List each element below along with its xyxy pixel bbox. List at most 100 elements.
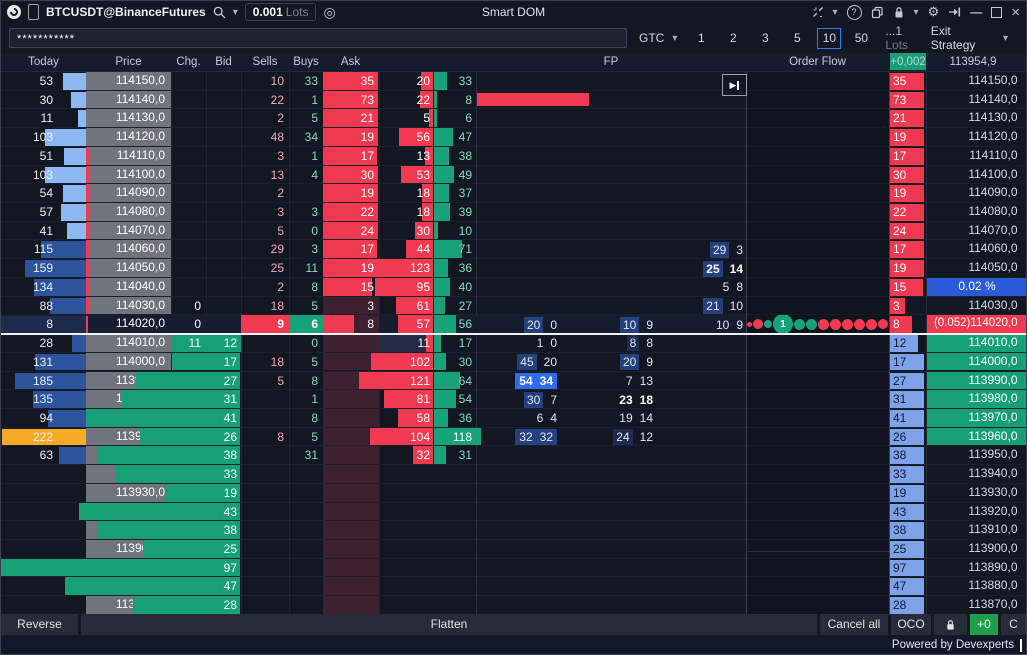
ask-bar[interactable]: [323, 128, 378, 146]
bid-bar[interactable]: [139, 427, 240, 446]
bid-bar[interactable]: [143, 540, 240, 558]
price-cell[interactable]: 114020,0: [115, 316, 165, 331]
ladder-size[interactable]: 43: [890, 503, 924, 521]
ladder-size[interactable]: 17: [890, 147, 924, 165]
price-cell[interactable]: 114010,0: [86, 334, 171, 352]
flatten-button[interactable]: Flatten: [81, 614, 817, 635]
dom-row[interactable]: 115 114060,0 29 3 17 44 71 29 3 17 114060,0: [1, 240, 1026, 259]
ask-cell[interactable]: [323, 540, 379, 558]
dom-row[interactable]: 159 114050,0 25 11 19 123 36 25 14 19 114050,0: [1, 259, 1026, 278]
bid-bar[interactable]: [79, 502, 240, 521]
price-cell[interactable]: 114150,0: [86, 72, 171, 90]
bid-bar[interactable]: [114, 465, 240, 483]
ladder-size[interactable]: 19: [890, 185, 924, 202]
ladder-size[interactable]: 47: [890, 578, 924, 596]
bid-bar[interactable]: [121, 390, 240, 408]
ladder-size[interactable]: 30: [890, 166, 924, 184]
qty-preset-1[interactable]: 1: [698, 30, 705, 45]
ask-cell[interactable]: [323, 577, 379, 596]
price-cell[interactable]: 114090,0: [86, 184, 171, 202]
dom-row[interactable]: 135113980,03118154307231831113980,0: [1, 390, 1026, 409]
bid-bar[interactable]: [65, 577, 240, 596]
ask-bar[interactable]: [323, 165, 378, 184]
order-size-input[interactable]: 0.001 Lots: [244, 3, 317, 21]
bid-bar[interactable]: [132, 596, 240, 614]
price-cell[interactable]: 114030,0: [86, 296, 171, 315]
dom-row[interactable]: 131 114000,0 17 18 5 102 30 45 20 20 9 17 114000,0: [1, 352, 1026, 372]
ladder-price-cell[interactable]: 114100,0: [968, 166, 1018, 181]
ladder-size[interactable]: 26: [890, 428, 924, 446]
ladder-size[interactable]: 38: [890, 522, 924, 539]
ladder-size[interactable]: 97: [890, 559, 924, 577]
dom-row[interactable]: 134 114040,0 2 8 15 95 40 5 8 15 0.02 %: [1, 277, 1026, 297]
price-cell[interactable]: 114040,0: [86, 277, 171, 296]
dom-row[interactable]: 54 114090,0 2 19 18 37 19 114090,0: [1, 184, 1026, 203]
symbol-dropdown-icon[interactable]: ▾: [232, 6, 238, 18]
bid-bar[interactable]: [97, 446, 240, 465]
ladder-price-cell[interactable]: 114090,0: [968, 185, 1018, 200]
ladder-size[interactable]: 73: [890, 91, 924, 109]
minimize-button[interactable]: —: [970, 5, 983, 19]
ladder-price-cell[interactable]: 113930,0: [968, 484, 1018, 499]
ladder-price-cell[interactable]: 113870,0: [968, 597, 1018, 612]
ladder-price-cell[interactable]: 113880,0: [968, 578, 1018, 593]
ask-cell[interactable]: [323, 352, 379, 371]
ask-cell[interactable]: [323, 390, 379, 408]
ladder-price-cell[interactable]: 113960,0: [926, 427, 1026, 446]
ask-cell[interactable]: [323, 558, 379, 577]
price-cell[interactable]: 114110,0: [86, 146, 171, 165]
dom-row[interactable]: 11 114130,0 2 5 21 5 6 21 114130,0: [1, 109, 1026, 128]
pin-icon[interactable]: [948, 6, 961, 18]
bid-bar[interactable]: [136, 371, 240, 390]
ask-cell[interactable]: [323, 521, 379, 539]
instrument-panel-icon[interactable]: [28, 4, 39, 20]
ladder-price-cell[interactable]: 113950,0: [968, 447, 1018, 462]
unlink-dropdown-icon[interactable]: ▾: [832, 6, 838, 18]
ladder-size[interactable]: 17: [890, 241, 924, 259]
c-button[interactable]: C: [1001, 614, 1026, 635]
dom-row[interactable]: 88 114030,0 0 18 5 3 61 27 21 10 3 114030,0: [1, 296, 1026, 316]
ask-cell[interactable]: [323, 446, 379, 465]
dom-row[interactable]: 113900,0 25 25 113900,0: [1, 540, 1026, 559]
ask-bar[interactable]: [323, 184, 378, 202]
ask-cell[interactable]: [323, 427, 379, 446]
ask-cell[interactable]: [323, 334, 379, 352]
ladder-size[interactable]: 22: [890, 204, 924, 221]
play-to-end-icon[interactable]: ▶: [722, 74, 747, 96]
dom-row[interactable]: 185113990,0275812164543471327113990,0: [1, 371, 1026, 391]
dom-row[interactable]: 51 114110,0 3 1 17 13 38 17 114110,0: [1, 146, 1026, 166]
lock-icon[interactable]: [893, 6, 905, 19]
ladder-size[interactable]: 19: [890, 129, 924, 146]
price-cell[interactable]: 114140,0: [86, 90, 171, 109]
dom-row[interactable]: 94113970,0418583664191441113970,0: [1, 408, 1026, 428]
ladder-price-cell[interactable]: 113990,0: [926, 371, 1026, 390]
ladder-size[interactable]: 3: [890, 297, 905, 315]
help-icon[interactable]: ?: [846, 4, 862, 20]
ladder-price-cell[interactable]: 114120,0: [968, 129, 1018, 144]
qty-preset-10[interactable]: 10: [817, 27, 842, 49]
ladder-price-cell[interactable]: 114110,0: [969, 147, 1018, 162]
ladder-price-cell[interactable]: 113890,0: [968, 559, 1018, 574]
ladder-price-cell[interactable]: 114150,0: [968, 73, 1018, 87]
ladder-size[interactable]: 17: [890, 353, 924, 371]
symbol-label[interactable]: BTCUSDT@BinanceFutures: [46, 5, 206, 19]
ladder-price-cell[interactable]: 113970,0: [926, 408, 1026, 427]
ladder-price-cell[interactable]: 113940,0: [968, 466, 1018, 481]
dom-row[interactable]: 113930,0 19 19 113930,0: [1, 483, 1026, 503]
bid-bar[interactable]: [1, 558, 240, 577]
price-cell[interactable]: 114130,0: [86, 109, 171, 128]
qty-preset-2[interactable]: 2: [730, 30, 737, 45]
price-cell[interactable]: 114120,0: [86, 128, 171, 146]
dom-row[interactable]: 63113950,03831323138113950,0: [1, 446, 1026, 465]
price-cell[interactable]: 114060,0: [86, 240, 171, 259]
gear-icon[interactable]: ⚙: [927, 4, 940, 19]
ladder-price-cell[interactable]: 114050,0: [968, 260, 1018, 275]
ladder-price-cell[interactable]: 113900,0: [968, 541, 1018, 555]
ladder-price-cell[interactable]: 114000,0: [926, 352, 1026, 371]
copy-icon[interactable]: [871, 6, 884, 19]
price-cell[interactable]: 114050,0: [86, 259, 171, 277]
plus-zero-button[interactable]: +0: [970, 614, 998, 635]
